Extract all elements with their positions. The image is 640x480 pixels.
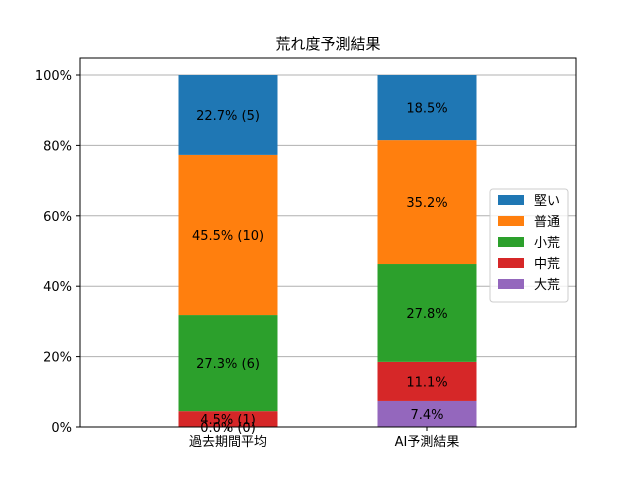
y-tick-label: 20% <box>43 351 72 366</box>
x-tick-label: 過去期間平均 <box>189 435 267 450</box>
bar-segment <box>178 75 278 155</box>
bar-segment <box>178 315 278 412</box>
legend-swatch <box>498 237 524 247</box>
bar-segment <box>178 411 278 427</box>
legend-swatch <box>498 195 524 205</box>
bar-segment <box>377 400 477 427</box>
bar-value-label: 45.5% (10) <box>192 229 264 244</box>
bar-value-label: 11.1% <box>406 375 447 390</box>
bar-value-label: 18.5% <box>406 102 447 117</box>
bar-value-label: 27.3% (6) <box>196 357 260 372</box>
bar-segment <box>377 140 477 265</box>
legend-label: 大荒 <box>534 278 560 293</box>
bars <box>178 75 477 427</box>
bar-value-label: 4.5% (1) <box>200 413 256 428</box>
x-tick-label: AI予測結果 <box>395 435 460 450</box>
bar-value-label: 7.4% <box>410 408 443 423</box>
y-tick-label: 60% <box>43 210 72 225</box>
plot-frame <box>79 57 577 428</box>
legend-label: 小荒 <box>534 236 560 251</box>
bar-segment <box>377 75 477 141</box>
bar-value-labels: 0.0% (0)4.5% (1)27.3% (6)45.5% (10)22.7%… <box>192 102 448 436</box>
bar-value-label: 22.7% (5) <box>196 109 260 124</box>
y-tick-label: 80% <box>43 139 72 154</box>
legend-label: 中荒 <box>534 257 560 272</box>
bar-segment <box>178 154 278 316</box>
bar-segment <box>377 264 477 362</box>
x-axis-ticks: 過去期間平均 AI予測結果 <box>189 427 459 450</box>
y-tick-label: 100% <box>35 69 72 84</box>
legend-swatch <box>498 216 524 226</box>
chart-title: 荒れ度予測結果 <box>275 35 380 53</box>
bar-value-label: 27.8% <box>406 307 447 322</box>
bar-segment <box>377 361 477 401</box>
legend-swatch <box>498 279 524 289</box>
y-tick-label: 40% <box>43 280 72 295</box>
legend-label: 堅い <box>534 194 560 209</box>
y-axis-ticks: 0% 20% 40% 60% 80% 100% <box>35 69 80 436</box>
y-tick-label: 0% <box>51 421 72 436</box>
legend-label: 普通 <box>534 215 560 230</box>
bar-value-label: 35.2% <box>406 196 447 211</box>
legend-swatch <box>498 258 524 268</box>
